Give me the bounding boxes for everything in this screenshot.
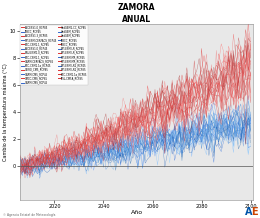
X-axis label: Año: Año — [131, 210, 143, 215]
Title: ZAMORA
ANUAL: ZAMORA ANUAL — [118, 3, 155, 24]
Text: A: A — [245, 207, 252, 217]
Y-axis label: Cambio de la temperatura máxima (°C): Cambio de la temperatura máxima (°C) — [3, 63, 8, 161]
Legend: ACCESS1.0_RCP85, IPBCC_RCP45, ACCESS1.3_RCP85, MPI-ESM-CERFACS_RCP45, BCC-CSM1.1: ACCESS1.0_RCP85, IPBCC_RCP45, ACCESS1.3_… — [20, 25, 88, 85]
Text: E: E — [251, 207, 257, 217]
Text: © Agencia Estatal de Meteorología: © Agencia Estatal de Meteorología — [3, 213, 55, 217]
